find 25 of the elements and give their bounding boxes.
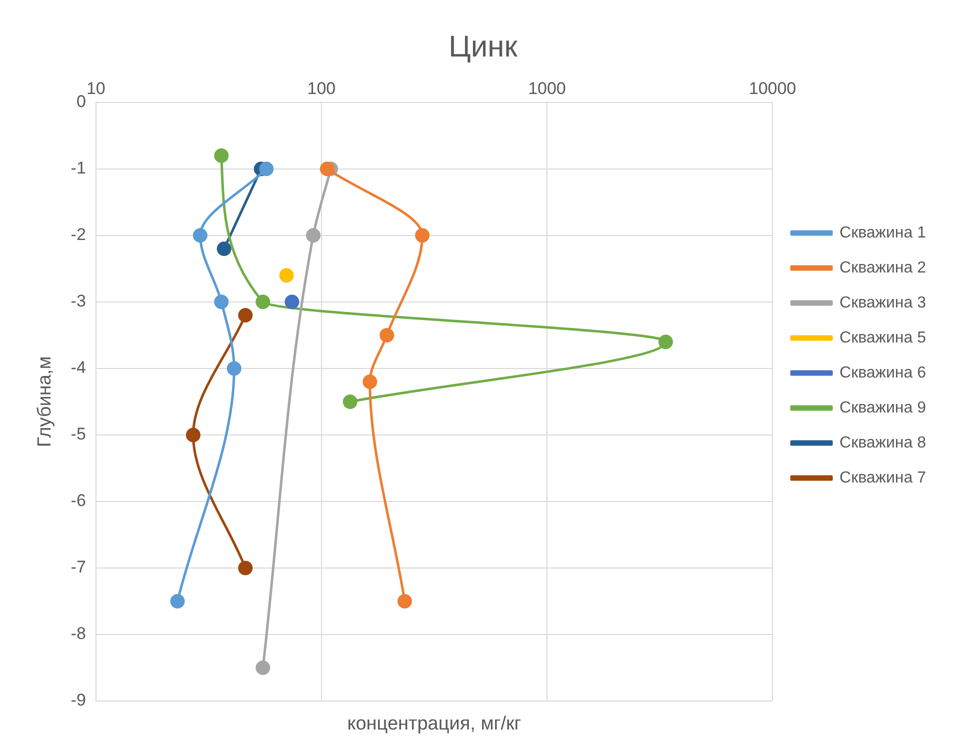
legend-label: Скважина 1 bbox=[840, 224, 926, 242]
y-tick-label: -6 bbox=[70, 491, 86, 510]
y-tick-label: -4 bbox=[70, 358, 86, 378]
legend-label: Скважина 9 bbox=[840, 399, 926, 416]
legend-label: Скважина 3 bbox=[840, 294, 926, 312]
y-tick-label: -2 bbox=[70, 225, 86, 244]
y-axis-title: Глубина,м bbox=[34, 356, 56, 448]
x-axis-title: концентрация, мг/кг bbox=[347, 714, 522, 735]
y-tick-label: 0 bbox=[76, 92, 86, 112]
x-tick-label: 100 bbox=[307, 78, 336, 98]
y-tick-label: -3 bbox=[70, 292, 86, 311]
y-tick-label: -1 bbox=[70, 158, 86, 178]
legend-label: Скважина 7 bbox=[840, 469, 926, 486]
y-tick-label: -5 bbox=[70, 424, 86, 444]
y-tick-label: -7 bbox=[70, 558, 86, 577]
legend-label: Скважина 8 bbox=[840, 434, 926, 452]
legend-label: Скважина 5 bbox=[840, 329, 926, 346]
legend-label: Скважина 6 bbox=[840, 364, 926, 382]
y-tick-label: -8 bbox=[70, 624, 86, 644]
y-tick-label: -9 bbox=[70, 690, 86, 710]
chart-title: Цинк bbox=[448, 30, 518, 64]
x-tick-label: 1000 bbox=[528, 78, 566, 98]
x-tick-label: 10000 bbox=[748, 78, 796, 98]
legend-label: Скважина 2 bbox=[840, 259, 926, 276]
x-tick-label: 10 bbox=[86, 78, 106, 98]
